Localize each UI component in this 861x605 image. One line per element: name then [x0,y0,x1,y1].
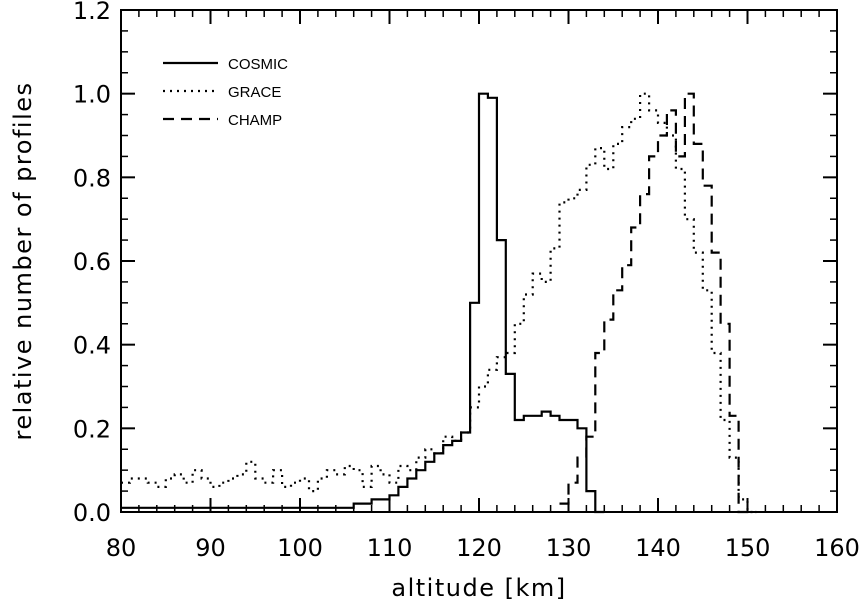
tick-layer: 80 90 100 110 120 130 140 150 160 0.0 0.2 0.4 0.6 0.8… [73,0,860,562]
y-tick-label: 1.2 [73,0,111,25]
x-tick-label: 130 [546,534,592,562]
x-tick-label: 100 [277,534,323,562]
x-tick-label: 110 [367,534,413,562]
legend: COSMIC GRACE CHAMP [163,56,288,129]
x-tick-label: 160 [814,534,860,562]
y-axis-title: relative number of profiles [9,81,37,440]
legend-label-grace: GRACE [228,84,281,101]
y-tick-label: 0.2 [73,415,111,443]
series-line-grace [121,92,757,514]
x-tick-label: 150 [725,534,771,562]
x-tick-label: 120 [456,534,502,562]
y-tick-label: 0.0 [73,499,111,527]
series-line-cosmic [121,92,605,514]
x-tick-label: 80 [106,534,137,562]
series-layer [121,92,757,514]
series-line-champ [559,92,757,514]
y-tick-label: 1.0 [73,81,111,109]
x-tick-label: 90 [195,534,226,562]
y-tick-label: 0.8 [73,164,111,192]
y-tick-label: 0.6 [73,248,111,276]
y-tick-label: 0.4 [73,332,111,360]
x-axis-title: altitude [km] [391,574,566,602]
legend-label-cosmic: COSMIC [228,56,288,73]
legend-label-champ: CHAMP [228,112,282,129]
x-tick-label: 140 [635,534,681,562]
